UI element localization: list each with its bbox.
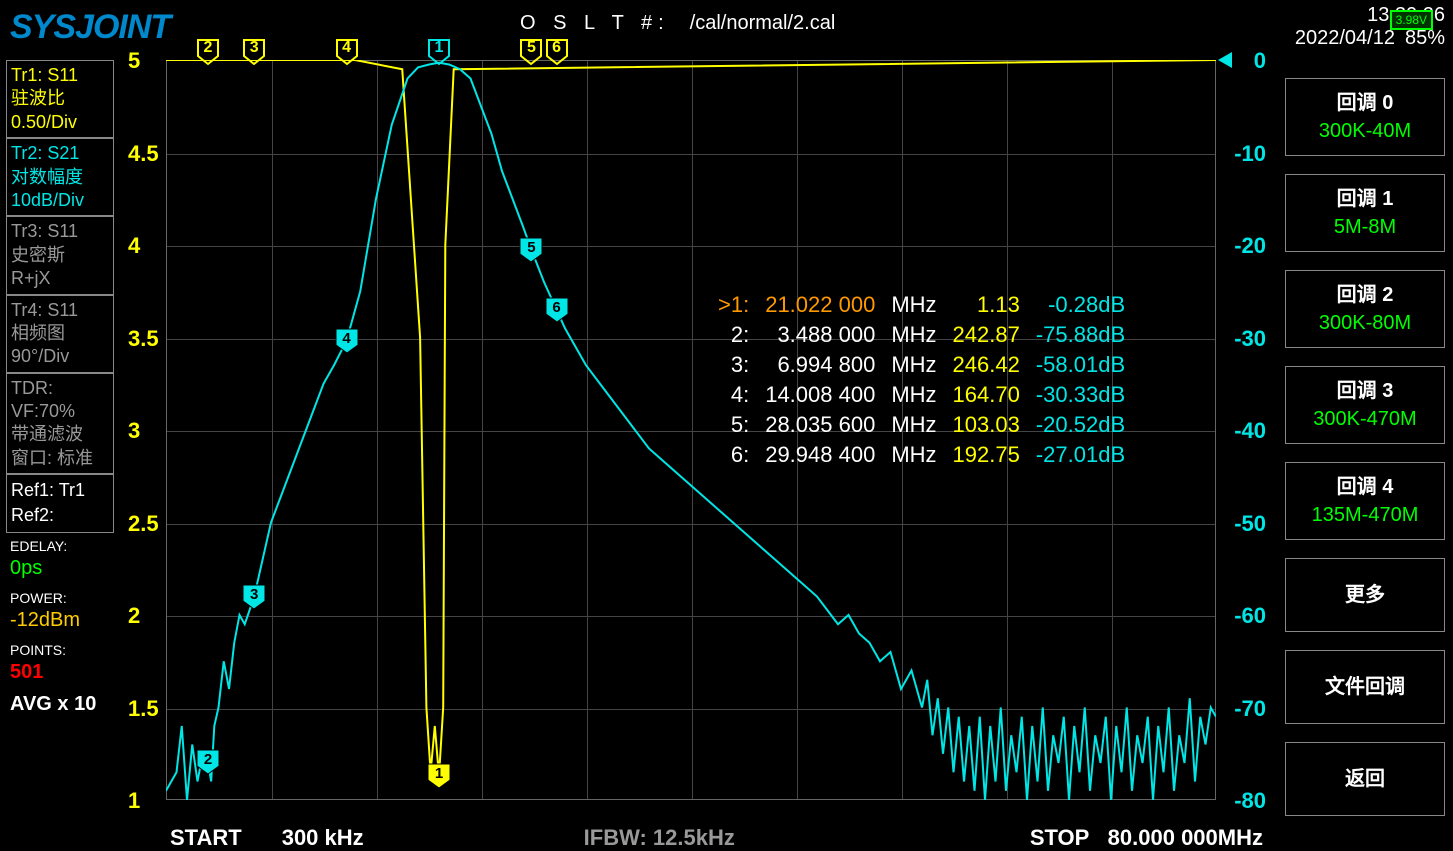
menu-btn-6[interactable]: 文件回调 [1285, 650, 1445, 724]
trace-tr4[interactable]: Tr4: S11相频图90°/Div [6, 295, 114, 373]
yright-tick: -10 [1234, 141, 1266, 167]
right-menu: 回调 0300K-40M 回调 15M-8M 回调 2300K-80M 回调 3300… [1285, 78, 1445, 816]
menu-btn-0[interactable]: 回调 0300K-40M [1285, 78, 1445, 156]
marker-readout: >1:21.022 000MHz1.13-0.28dB2:3.488 000MH… [710, 290, 1133, 470]
battery-pct: 85% [1405, 27, 1445, 50]
start-value: 300 kHz [282, 825, 364, 851]
yright-tick: -80 [1234, 788, 1266, 814]
trace-tr3[interactable]: Tr3: S11史密斯R+jX [6, 216, 114, 294]
power-box: POWER: -12dBm [6, 585, 114, 637]
yleft-tick: 4 [128, 233, 140, 259]
line-marker-5[interactable]: 5 [518, 236, 544, 264]
right-axis-indicator [1218, 52, 1232, 68]
yright-tick: -20 [1234, 233, 1266, 259]
marker-row: 4:14.008 400MHz164.70-30.33dB [710, 380, 1133, 410]
points-box: POINTS: 501 [6, 637, 114, 689]
yleft-tick: 3.5 [128, 326, 159, 352]
points-value: 501 [10, 659, 110, 685]
bottom-bar: START 300 kHz IFBW: 12.5kHz STOP 80.000 … [170, 825, 1263, 851]
left-panel: Tr1: S11驻波比0.50/DivTr2: S21对数幅度10dB/DivT… [6, 60, 114, 720]
marker-row: >1:21.022 000MHz1.13-0.28dB [710, 290, 1133, 320]
avg-label: AVG x 10 [6, 689, 114, 720]
yleft-tick: 3 [128, 418, 140, 444]
yleft-tick: 5 [128, 48, 140, 74]
points-label: POINTS: [10, 641, 110, 659]
edelay-label: EDELAY: [10, 537, 110, 555]
date: 2022/04/12 [1295, 27, 1395, 50]
yleft-tick: 2.5 [128, 511, 159, 537]
ref2: Ref2: [11, 503, 109, 528]
oslt-label: O S L T #: [520, 12, 670, 35]
start-label: START [170, 825, 242, 851]
clock-area: 13:39:26 3.98V 2022/04/12 85% [1295, 4, 1445, 50]
menu-btn-3[interactable]: 回调 3300K-470M [1285, 366, 1445, 444]
trace-tr2[interactable]: Tr2: S21对数幅度10dB/Div [6, 138, 114, 216]
line-marker-4[interactable]: 4 [334, 327, 360, 355]
cal-path: /cal/normal/2.cal [690, 12, 836, 35]
marker-row: 2:3.488 000MHz242.87-75.88dB [710, 320, 1133, 350]
edelay-box: EDELAY: 0ps [6, 533, 114, 585]
ref-box[interactable]: Ref1: Tr1 Ref2: [6, 474, 114, 532]
marker-row: 6:29.948 400MHz192.75-27.01dB [710, 440, 1133, 470]
line-marker-1[interactable]: 1 [426, 762, 452, 790]
yright-tick: -30 [1234, 326, 1266, 352]
header: O S L T #: /cal/normal/2.cal [520, 12, 1273, 35]
yleft-tick: 4.5 [128, 141, 159, 167]
menu-btn-1[interactable]: 回调 15M-8M [1285, 174, 1445, 252]
yleft-tick: 1.5 [128, 696, 159, 722]
power-value: -12dBm [10, 607, 110, 633]
menu-btn-4[interactable]: 回调 4135M-470M [1285, 462, 1445, 540]
ref1: Ref1: Tr1 [11, 478, 109, 503]
yright-tick: -40 [1234, 418, 1266, 444]
line-marker-2[interactable]: 2 [195, 748, 221, 776]
ifbw: IFBW: 12.5kHz [584, 825, 735, 851]
line-marker-3[interactable]: 3 [241, 583, 267, 611]
edelay-value: 0ps [10, 555, 110, 581]
trace-tr1[interactable]: Tr1: S11驻波比0.50/Div [6, 60, 114, 138]
menu-btn-7[interactable]: 返回 [1285, 742, 1445, 816]
trace-tdr[interactable]: TDR:VF:70%带通滤波窗口: 标准 [6, 373, 114, 475]
power-label: POWER: [10, 589, 110, 607]
yright-tick: -50 [1234, 511, 1266, 537]
yright-tick: -70 [1234, 696, 1266, 722]
stop: STOP 80.000 000MHz [1030, 825, 1263, 851]
yright-tick: -60 [1234, 603, 1266, 629]
menu-btn-2[interactable]: 回调 2300K-80M [1285, 270, 1445, 348]
battery-voltage: 3.98V [1390, 10, 1433, 30]
menu-btn-5[interactable]: 更多 [1285, 558, 1445, 632]
marker-row: 3:6.994 800MHz246.42-58.01dB [710, 350, 1133, 380]
logo: SYSJOINT [10, 8, 170, 47]
line-marker-6[interactable]: 6 [544, 296, 570, 324]
yleft-tick: 2 [128, 603, 140, 629]
chart-area[interactable]: 234156 54.543.532.521.51 0-10-20-30-40-5… [120, 60, 1220, 810]
yleft-tick: 1 [128, 788, 140, 814]
marker-row: 5:28.035 600MHz103.03-20.52dB [710, 410, 1133, 440]
yright-tick: 0 [1254, 48, 1266, 74]
